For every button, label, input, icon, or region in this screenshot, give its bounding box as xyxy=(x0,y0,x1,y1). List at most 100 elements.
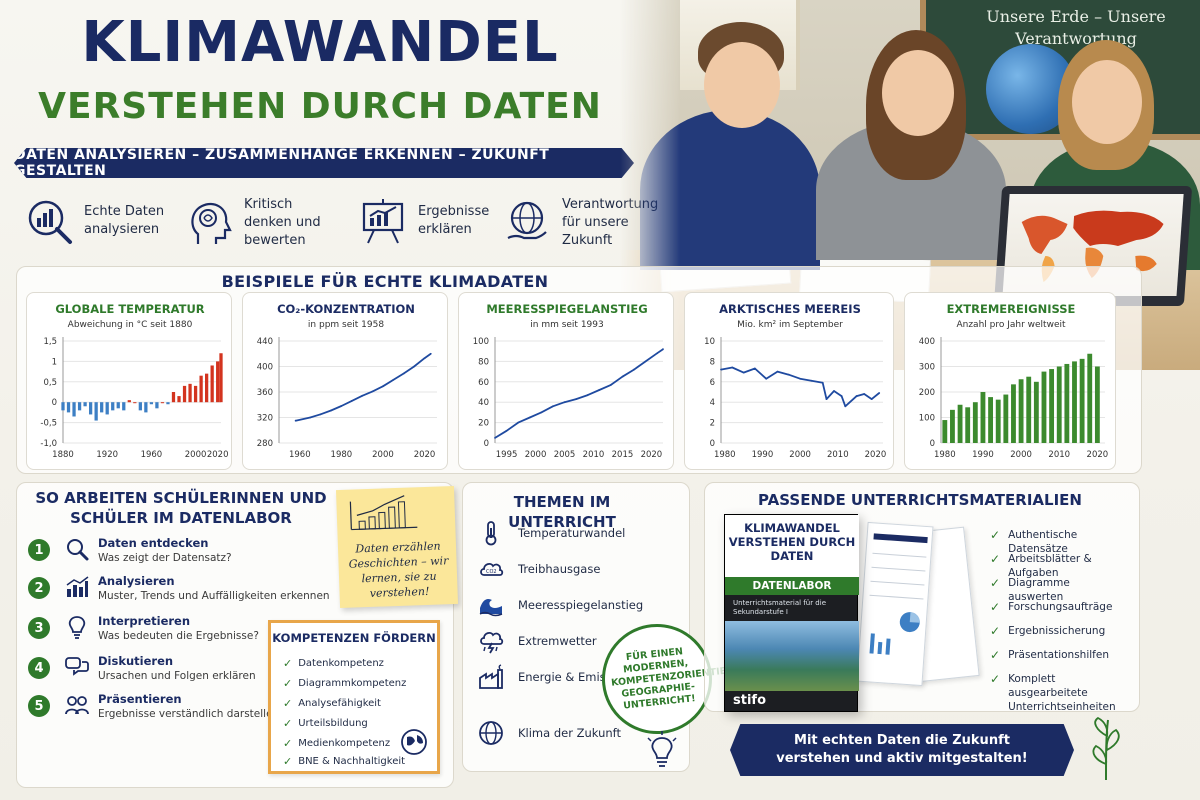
chart-bar xyxy=(1011,384,1016,443)
topic-label: Treibhausgase xyxy=(518,562,601,576)
x-tick-label: 1990 xyxy=(752,450,774,460)
y-tick-label: 0,5 xyxy=(43,378,57,388)
chart-bar xyxy=(1094,366,1100,443)
material-label: Authentische Datensätze xyxy=(1008,529,1078,555)
chart-subtitle: Mio. km² im September xyxy=(737,320,843,330)
x-tick-label: 2020 xyxy=(414,450,436,460)
chart-bar xyxy=(1079,358,1085,443)
step-title: Interpretieren xyxy=(98,614,191,628)
chart-point xyxy=(361,394,364,397)
y-tick-label: 280 xyxy=(257,439,273,449)
feature-think-label: Kritisch denken und bewerten xyxy=(244,197,321,248)
competence-label: Urteilsbildung xyxy=(298,718,368,729)
product-box-description: Unterrichtsmaterial für die Sekundarstuf… xyxy=(733,599,827,616)
worksheet-lines xyxy=(869,533,928,655)
chart-point xyxy=(319,413,322,416)
sticky-chart-drawing xyxy=(349,495,418,531)
people-icon xyxy=(65,696,89,715)
material-label: Forschungsaufträge xyxy=(1008,601,1113,613)
chart-bar xyxy=(1064,363,1070,443)
x-tick-label: 1980 xyxy=(714,450,736,460)
chart-bar xyxy=(166,402,170,405)
chart-point xyxy=(720,368,722,371)
laptop-screen xyxy=(1002,194,1184,296)
chart-bar xyxy=(216,361,220,403)
chart-bar xyxy=(155,402,159,409)
y-tick-label: 1,5 xyxy=(43,337,57,347)
chart-point xyxy=(552,405,554,408)
product-box-title: KLIMAWANDEL VERSTEHEN DURCH DATEN xyxy=(728,521,856,563)
chart-magnifier-icon xyxy=(28,200,72,244)
competence-label: Datenkompetenz xyxy=(298,658,384,669)
feature-explain: Ergebnisse erklären xyxy=(358,196,514,246)
student-face xyxy=(1072,60,1142,144)
chart-bar xyxy=(94,402,98,421)
competences-box: KOMPETENZEN FÖRDERN ✓ Datenkompetenz ✓ Dia… xyxy=(268,620,440,774)
bar-chart-icon xyxy=(66,576,89,597)
chart-point xyxy=(656,352,659,355)
workflow-title: SO ARBEITEN SCHÜLERINNEN UND SCHÜLER IM … xyxy=(35,489,327,527)
chart-title: MEERESSPIEGELANSTIEG xyxy=(486,302,647,316)
y-tick-label: 100 xyxy=(473,337,489,347)
step-description: Ursachen und Folgen erklären xyxy=(98,670,256,682)
y-tick-label: 440 xyxy=(257,337,273,347)
chart-point xyxy=(505,429,508,432)
step-description: Muster, Trends und Auffälligkeiten erken… xyxy=(98,590,330,602)
check-icon: ✓ xyxy=(990,672,1001,686)
chart-bar xyxy=(957,404,963,443)
storm-cloud-icon xyxy=(480,631,504,654)
topic-item: Klima der Zukunft xyxy=(478,720,621,746)
chart-point xyxy=(382,385,384,388)
chart-point xyxy=(294,419,297,422)
material-label: Präsentationshilfen xyxy=(1008,649,1109,661)
chart-bar xyxy=(116,402,120,409)
y-tick-label: 320 xyxy=(257,414,273,424)
x-tick-label: 2000 xyxy=(372,450,394,460)
workflow-step: 3 Interpretieren Was bedeuten die Ergebni… xyxy=(28,614,259,642)
chart-title: ARKTISCHES MEEREIS xyxy=(719,302,861,316)
step-number: 1 xyxy=(28,539,50,561)
chart-subtitle: in mm seit 1993 xyxy=(530,320,603,330)
chart-bar xyxy=(66,402,71,413)
page-title: KLIMAWANDEL xyxy=(81,10,559,75)
chart-point xyxy=(825,398,828,401)
workflow-step: 2 Analysieren Muster, Trends und Auffälli… xyxy=(28,574,330,602)
chart-bar xyxy=(1087,353,1093,443)
chart-bar xyxy=(144,402,148,413)
topics-title: THEMEN IM UNTERRICHT xyxy=(508,493,616,531)
co2-cloud-icon: CO2 xyxy=(480,562,504,576)
check-icon: ✓ xyxy=(283,737,293,750)
competence-label: Diagrammkompetenz xyxy=(298,678,407,689)
competence-label: BNE & Nachhaltigkeit xyxy=(298,756,406,767)
feature-think: Kritisch denken und bewerten xyxy=(184,196,340,250)
y-tick-label: 10 xyxy=(704,337,715,347)
chart-bar xyxy=(122,402,126,411)
material-item: ✓ Arbeitsblätter & Aufgaben xyxy=(990,552,1128,580)
chart-bar xyxy=(127,400,131,403)
chart-card-seaice: ARKTISCHES MEEREIS Mio. km² im September 1… xyxy=(684,292,894,470)
chart-bar xyxy=(980,392,986,443)
material-label: Komplett ausgearbeitete Unterrichtseinhe… xyxy=(1008,673,1116,713)
chart-point xyxy=(844,405,847,408)
x-tick-label: 2000 xyxy=(1010,450,1032,460)
workflow-step: 5 Präsentieren Ergebnisse verständlich da… xyxy=(28,692,279,720)
chart-bar xyxy=(1003,394,1009,443)
material-item: ✓ Ergebnissicherung xyxy=(990,624,1128,638)
topic-item: Temperaturwandel xyxy=(478,520,625,546)
chart-point xyxy=(765,377,768,380)
chart-bar xyxy=(61,402,65,411)
chart-point xyxy=(863,393,866,395)
step-title: Daten entdecken xyxy=(98,536,209,550)
chart-point xyxy=(350,400,353,402)
chart-point xyxy=(644,360,647,363)
material-item: ✓ Komplett ausgearbeitete Unterrichtseinh… xyxy=(990,672,1128,714)
chart-point xyxy=(870,398,873,401)
chart-point xyxy=(742,371,745,374)
chalkboard-text: Unsere Erde – Unsere Verantwortung xyxy=(986,7,1166,48)
y-tick-label: 8 xyxy=(710,357,715,367)
x-tick-label: 2010 xyxy=(1048,450,1070,460)
x-tick-label: 2000 xyxy=(185,450,207,460)
wave-icon xyxy=(479,599,503,617)
chart-bar xyxy=(995,399,1001,443)
x-tick-label: 1995 xyxy=(496,450,518,460)
